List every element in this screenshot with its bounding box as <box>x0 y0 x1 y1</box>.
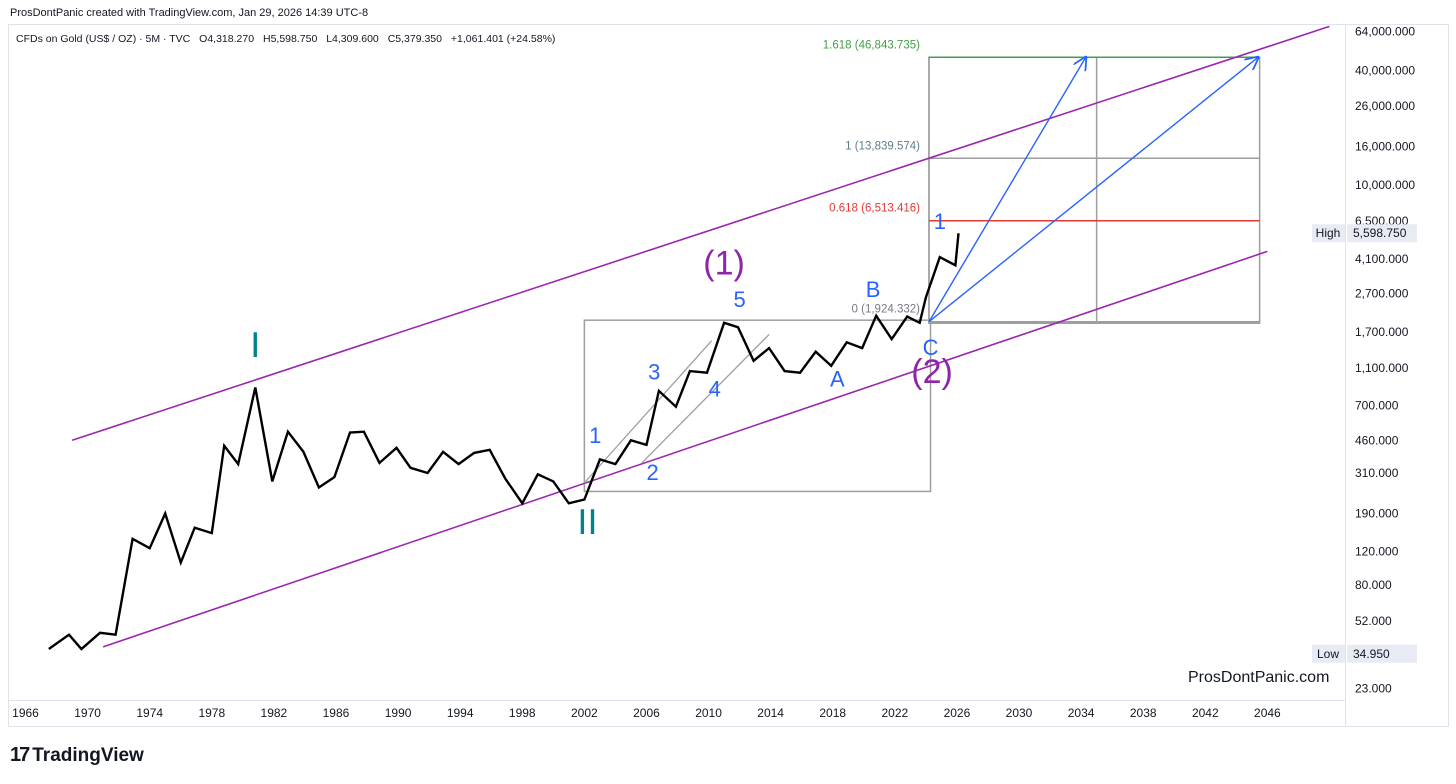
y-tick-64000: 64,000.000 <box>1355 24 1415 38</box>
y-tick-52: 52.000 <box>1355 614 1392 628</box>
channel-line-upper <box>71 25 1330 442</box>
y-tick-190: 190.000 <box>1355 507 1399 521</box>
x-tick-2006: 2006 <box>633 706 660 720</box>
price-tag-value-low: 34.950 <box>1353 647 1390 661</box>
price-tag-name-low: Low <box>1317 647 1339 661</box>
wave-label-7: 4 <box>709 377 721 402</box>
wave-label-0: I <box>250 326 260 366</box>
x-tick-1990: 1990 <box>385 706 412 720</box>
ohlc-open: O4,318.270 <box>199 33 255 45</box>
price-axis-divider <box>1345 24 1346 727</box>
subchannel-line-1 <box>641 333 770 464</box>
y-tick-700: 700.000 <box>1355 398 1399 412</box>
x-tick-2046: 2046 <box>1254 706 1281 720</box>
fib-label-1: 1 (13,839.574) <box>845 140 920 152</box>
wave-label-10: B <box>866 277 881 302</box>
y-tick-10000: 10,000.000 <box>1355 178 1415 192</box>
tradingview-mark-icon: 17 <box>10 744 30 766</box>
wave-label-2: (1) <box>703 245 745 283</box>
symbol-legend: CFDs on Gold (US$ / OZ) · 5M · TVC O4,31… <box>16 33 555 45</box>
wave-label-12: 1 <box>934 209 946 234</box>
y-tick-1700: 1,700.000 <box>1355 325 1409 339</box>
wave-label-5: 2 <box>647 460 659 485</box>
x-tick-2042: 2042 <box>1192 706 1219 720</box>
x-tick-1974: 1974 <box>136 706 163 720</box>
target-arrow-1 <box>928 57 1258 323</box>
y-tick-2700: 2,700.000 <box>1355 287 1409 301</box>
x-tick-2022: 2022 <box>881 706 908 720</box>
price-line-0 <box>48 233 960 651</box>
x-tick-1978: 1978 <box>198 706 225 720</box>
price-tag-name-bg-low <box>1312 644 1345 663</box>
author-watermark: ProsDontPanic.com <box>1188 669 1330 686</box>
price-tag-value-high: 5,598.750 <box>1353 226 1407 240</box>
ohlc-high: H5,598.750 <box>262 33 318 45</box>
x-tick-1966: 1966 <box>12 706 39 720</box>
x-tick-2034: 2034 <box>1068 706 1095 720</box>
x-tick-2030: 2030 <box>1006 706 1033 720</box>
wave-label-4: 1 <box>589 423 601 448</box>
chart-credit: ProsDontPanic created with TradingView.c… <box>10 7 369 19</box>
chart-frame <box>8 24 1449 727</box>
ohlc-low: L4,309.600 <box>326 33 379 45</box>
x-tick-2038: 2038 <box>1130 706 1157 720</box>
y-tick-23: 23.000 <box>1355 681 1392 695</box>
wave-label-3: (2) <box>911 353 953 391</box>
x-tick-2026: 2026 <box>944 706 971 720</box>
y-tick-80: 80.000 <box>1355 578 1392 592</box>
x-tick-2002: 2002 <box>571 706 598 720</box>
wave-label-9: A <box>830 367 845 392</box>
target-arrow-0 <box>928 57 1086 323</box>
x-tick-2014: 2014 <box>757 706 784 720</box>
x-tick-2018: 2018 <box>819 706 846 720</box>
x-tick-1982: 1982 <box>261 706 288 720</box>
projection-box-0 <box>583 319 932 493</box>
x-tick-1986: 1986 <box>323 706 350 720</box>
wave-label-6: 3 <box>648 359 660 384</box>
y-tick-310: 310.000 <box>1355 466 1399 480</box>
x-tick-1994: 1994 <box>447 706 474 720</box>
projection-box-1 <box>928 56 1261 324</box>
price-tag-name-high: High <box>1316 226 1341 240</box>
projection-box-2 <box>928 56 1098 324</box>
price-tag-value-bg-low <box>1347 644 1417 663</box>
x-tick-2010: 2010 <box>695 706 722 720</box>
y-tick-120: 120.000 <box>1355 545 1399 559</box>
price-tag-name-bg-high <box>1312 224 1345 243</box>
tradingview-logo-text: TradingView <box>32 744 144 766</box>
price-tag-value-bg-high <box>1347 224 1417 243</box>
y-tick-26000: 26,000.000 <box>1355 99 1415 113</box>
fib-label-1.618: 1.618 (46,843.735) <box>823 39 920 51</box>
x-tick-1970: 1970 <box>74 706 101 720</box>
time-axis-divider <box>8 700 1346 701</box>
tradingview-logo: 17 TradingView <box>10 744 144 767</box>
subchannel-line-0 <box>583 340 713 484</box>
y-tick-1100: 1,100.000 <box>1355 361 1409 375</box>
fib-label-0.618: 0.618 (6,513.416) <box>829 203 920 215</box>
channel-line-lower <box>102 250 1268 648</box>
y-tick-40000: 40,000.000 <box>1355 63 1415 77</box>
wave-label-8: 5 <box>733 287 745 312</box>
ohlc-close: C5,379.350 <box>387 33 442 45</box>
y-tick-16000: 16,000.000 <box>1355 139 1415 153</box>
symbol-name: CFDs on Gold (US$ / OZ) · 5M · TVC <box>16 33 191 45</box>
x-tick-1998: 1998 <box>509 706 536 720</box>
y-tick-4100: 4,100.000 <box>1355 252 1409 266</box>
y-tick-460: 460.000 <box>1355 433 1399 447</box>
ohlc-change: +1,061.401 (+24.58%) <box>450 33 556 45</box>
fib-label-0: 0 (1,924.332) <box>852 304 921 316</box>
wave-label-1: II <box>577 503 597 543</box>
wave-label-11: C <box>923 335 939 360</box>
